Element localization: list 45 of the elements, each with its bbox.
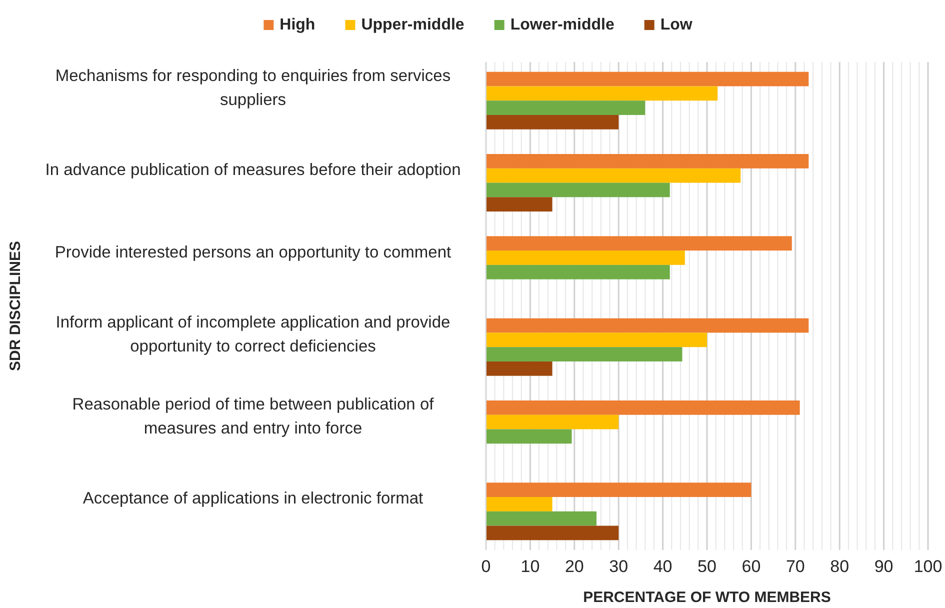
bar [486, 318, 809, 333]
bar [486, 114, 619, 130]
legend-label: Lower-middle [510, 16, 614, 34]
y-tick-label: Acceptance of applications in electronic format [82, 490, 424, 508]
y-tick-label: Provide interested persons an opportunity to comment [54, 243, 452, 262]
bar [486, 154, 809, 168]
x-tick-label: 70 [786, 557, 805, 576]
y-tick-label: Mechanisms for responding to enquiries from services suppliers [55, 66, 451, 109]
bar [486, 332, 707, 348]
bar [486, 526, 619, 540]
bar [486, 168, 741, 183]
x-tick-label: 90 [874, 557, 894, 576]
bar [486, 236, 792, 251]
x-tick-label: 20 [564, 557, 584, 576]
bar [486, 400, 800, 415]
x-tick-label: 40 [653, 557, 672, 576]
bar [486, 429, 572, 444]
y-tick-label: Inform applicant of incomplete application and provide opportunity to correct deficiencies [56, 313, 450, 356]
bar [486, 511, 596, 526]
y-axis-title: SDR DISCIPLINES [7, 240, 24, 372]
bar [486, 414, 619, 430]
bar [486, 347, 682, 362]
y-tick-label: In advance publication of measures before their adoption [45, 161, 461, 180]
legend-label: Upper-middle [361, 16, 464, 34]
bar [486, 250, 685, 265]
bar [486, 497, 552, 512]
x-axis-title: PERCENTAGE OF WTO MEMBERS [583, 589, 831, 606]
x-tick-label: 80 [830, 557, 850, 576]
bar [486, 482, 752, 498]
legend-label: High [280, 16, 316, 34]
bar [486, 86, 718, 101]
bar [486, 72, 809, 86]
x-tick-label: 10 [520, 557, 540, 576]
bar [486, 197, 552, 212]
y-tick-label: Reasonable period of time between publication of measures and entry into force [72, 396, 434, 438]
x-tick-label: 0 [481, 557, 491, 576]
x-tick-label: 60 [742, 557, 761, 576]
x-tick-label: 100 [914, 557, 942, 576]
x-tick-label: 30 [609, 557, 628, 576]
bar [486, 361, 552, 376]
legend-label: Low [660, 16, 693, 34]
bar [486, 100, 646, 115]
x-tick-label: 50 [698, 557, 716, 576]
bar [486, 182, 670, 198]
bar [486, 264, 670, 280]
